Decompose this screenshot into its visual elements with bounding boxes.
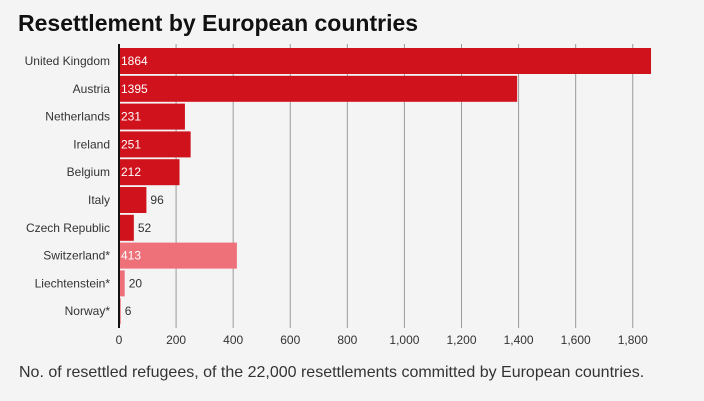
category-labels: United Kingdom Austria Netherlands Ireland B… <box>25 54 111 318</box>
value-label: 212 <box>121 165 141 179</box>
chart-title: Resettlement by European countries <box>18 10 419 36</box>
value-label: 6 <box>125 304 132 318</box>
bar-czech-republic <box>119 214 134 241</box>
x-tick-label: 1,400 <box>504 333 534 347</box>
x-tick-label: 1,600 <box>561 333 591 347</box>
x-tick-label: 400 <box>223 333 243 347</box>
bars <box>119 48 652 325</box>
value-label: 251 <box>121 137 141 151</box>
x-tick-labels: 0 200 400 600 800 1,000 1,200 1,400 1,600 1,800 <box>116 333 648 347</box>
bar-netherlands <box>119 103 185 130</box>
chart-caption: No. of resettled refugees, of the 22,000… <box>19 364 645 381</box>
value-label: 231 <box>121 110 141 124</box>
bar-austria <box>119 75 518 102</box>
x-tick-label: 1,200 <box>446 333 476 347</box>
value-label: 52 <box>138 221 152 235</box>
category-label: Norway* <box>65 304 111 318</box>
category-label: Czech Republic <box>26 221 110 235</box>
bar-belgium <box>119 159 180 186</box>
bar-switzerland <box>119 242 237 269</box>
category-label: United Kingdom <box>25 54 110 68</box>
category-label: Ireland <box>73 137 110 151</box>
x-tick-label: 200 <box>166 333 186 347</box>
value-labels: 1864 1395 231 251 212 96 52 413 20 6 <box>121 54 164 318</box>
bar-united-kingdom <box>119 48 652 74</box>
value-label: 1864 <box>121 54 148 68</box>
bar-chart: 1864 1395 231 251 212 96 52 413 20 6 United Kingd… <box>25 44 652 347</box>
category-label: Liechtenstein* <box>35 276 111 290</box>
bar-italy <box>119 187 147 213</box>
value-label: 20 <box>129 276 143 290</box>
category-label: Belgium <box>67 165 110 179</box>
category-label: Netherlands <box>45 110 110 124</box>
category-label: Italy <box>88 193 110 207</box>
bar-ireland <box>119 131 191 158</box>
value-label: 413 <box>121 249 141 263</box>
value-label: 96 <box>150 193 164 207</box>
category-label: Austria <box>73 82 111 96</box>
value-label: 1395 <box>121 82 148 96</box>
x-tick-label: 1,000 <box>389 333 419 347</box>
x-tick-label: 600 <box>280 333 300 347</box>
x-tick-label: 1,800 <box>618 333 648 347</box>
x-tick-label: 0 <box>116 333 123 347</box>
category-label: Switzerland* <box>43 249 110 263</box>
x-tick-label: 800 <box>337 333 357 347</box>
bar-liechtenstein <box>119 270 125 297</box>
